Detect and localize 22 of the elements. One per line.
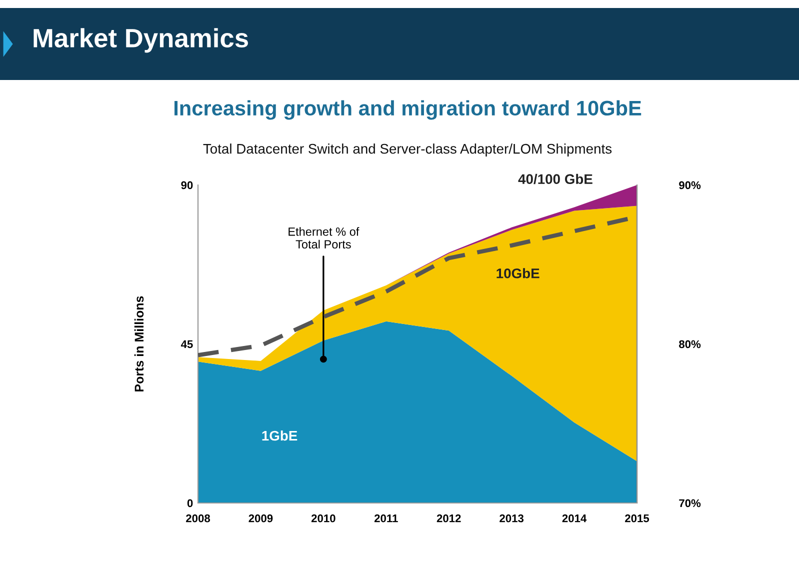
annotation: Ethernet % of Total Ports: [288, 227, 360, 249]
y2-tick-label: 80%: [679, 340, 701, 348]
x-tick-label: 2009: [248, 514, 273, 522]
chart-subtitle: Total Datacenter Switch and Server-class Adapter/LOM Shipments: [203, 144, 612, 156]
chart-title: Increasing growth and migration toward 10GbE: [174, 100, 642, 120]
x-tick-label: 2011: [374, 514, 398, 522]
x-tick-label: 2015: [625, 514, 650, 522]
y-tick-label: 90: [181, 181, 193, 190]
series-label: 10GbE: [496, 268, 540, 278]
y-axis-title: Ports in Millions: [134, 296, 144, 392]
x-tick-label: 2010: [311, 514, 336, 522]
y-tick-label: 0: [187, 499, 193, 508]
y2-tick-label: 90%: [679, 181, 701, 190]
text: Market Dynamics: [34, 28, 248, 53]
x-tick-label: 2012: [436, 514, 461, 522]
x-tick-label: 2013: [500, 514, 524, 522]
x-tick-label: 2014: [562, 514, 587, 522]
y-tick-label: 45: [180, 340, 193, 348]
series-label: 40/100 GbE: [518, 174, 592, 184]
y2-tick-label: 70%: [679, 499, 701, 508]
series-label: 1GbE: [262, 430, 298, 441]
x-tick-label: 2008: [186, 514, 210, 522]
